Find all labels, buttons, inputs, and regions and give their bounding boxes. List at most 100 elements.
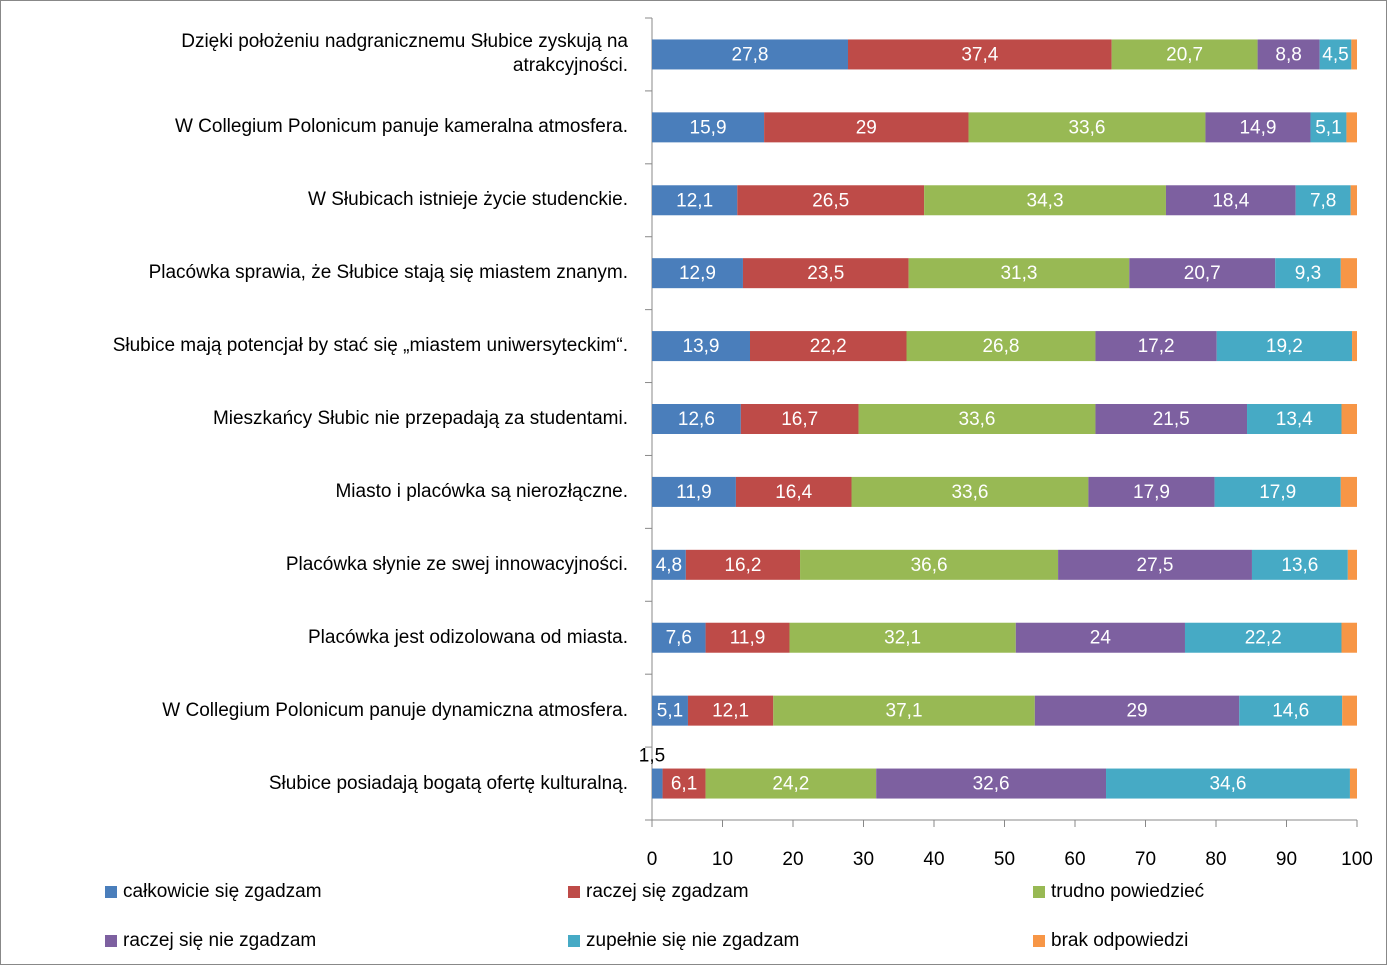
- bar-segment: [1095, 404, 1248, 434]
- data-label: 22,2: [1245, 628, 1282, 649]
- bar-segment: [1058, 549, 1252, 580]
- data-label: 21,5: [1153, 409, 1190, 430]
- data-label: 37,1: [886, 701, 923, 722]
- data-label: 20,7: [1184, 263, 1221, 284]
- bar-segment: [924, 185, 1166, 216]
- category-label: Placówka słynie ze swej innowacyjności.: [285, 553, 628, 575]
- bar-segment: [705, 768, 877, 799]
- bar-segment: [789, 622, 1016, 653]
- data-label: 11,9: [676, 482, 712, 503]
- data-label: 12,1: [712, 701, 749, 722]
- bar-segment: [652, 476, 736, 507]
- bar-segment: [1216, 331, 1353, 362]
- bar-segment: [742, 258, 909, 289]
- data-label: 23,5: [807, 263, 844, 284]
- bar-segment: [1350, 185, 1357, 216]
- data-label: 29: [856, 117, 877, 138]
- bar-segment: [1111, 39, 1258, 70]
- data-label: 6,1: [671, 774, 697, 795]
- bar-segment: [1346, 112, 1357, 143]
- data-label: 33,6: [951, 482, 988, 503]
- data-label: 32,6: [973, 774, 1010, 795]
- bar-segment: [1184, 622, 1342, 653]
- data-label: 33,6: [1068, 117, 1105, 138]
- data-label: 33,6: [959, 409, 996, 430]
- bar-segment: [764, 112, 969, 143]
- data-label: 12,9: [679, 263, 716, 284]
- bar-segment: [740, 404, 859, 434]
- bar-segment: [1034, 695, 1240, 726]
- category-label: W Collegium Polonicum panuje dynamiczna …: [162, 699, 628, 721]
- bar-segment: [687, 695, 774, 726]
- bar-segment: [1251, 549, 1348, 580]
- bar-segment: [652, 622, 706, 653]
- bar-segment: [1347, 549, 1357, 580]
- data-label: 17,9: [1133, 482, 1170, 503]
- data-label: 34,3: [1027, 190, 1064, 211]
- bar-segment: [1165, 185, 1296, 216]
- data-label: 31,3: [1000, 263, 1037, 284]
- x-tick-label: 80: [1205, 849, 1226, 870]
- bar-segment: [749, 331, 907, 362]
- data-label: 16,2: [724, 555, 761, 576]
- data-label: 14,9: [1239, 117, 1276, 138]
- bar-segment: [652, 185, 738, 216]
- data-label: 4,8: [656, 555, 682, 576]
- legend-swatch: [1033, 935, 1045, 947]
- bar-segment: [652, 695, 688, 726]
- data-label: 26,5: [812, 190, 849, 211]
- bar-segment: [1275, 258, 1341, 289]
- bar-segment: [652, 768, 663, 799]
- data-label: 12,6: [678, 409, 715, 430]
- data-label: 16,7: [781, 409, 818, 430]
- bar-segment: [652, 39, 848, 70]
- x-tick-label: 90: [1276, 849, 1297, 870]
- legend-swatch: [105, 935, 117, 947]
- data-label: 27,8: [732, 44, 769, 65]
- data-label: 4,5: [1322, 44, 1348, 65]
- bar-segment: [1295, 185, 1351, 216]
- bar-segment: [1088, 476, 1215, 507]
- data-label: 17,9: [1259, 482, 1296, 503]
- bar-segment: [1342, 695, 1357, 726]
- bar-segment: [858, 404, 1096, 434]
- bar-segment: [1106, 768, 1350, 799]
- bar-segment: [652, 331, 750, 362]
- bar-segment: [847, 39, 1112, 70]
- data-label: 1,5: [639, 746, 665, 767]
- bar-segment: [662, 768, 706, 799]
- x-tick-label: 10: [712, 849, 733, 870]
- data-label: 29: [1126, 701, 1147, 722]
- legend-swatch: [105, 886, 117, 898]
- data-label: 7,8: [1310, 190, 1336, 211]
- x-tick-label: 0: [647, 849, 658, 870]
- data-label: 27,5: [1137, 555, 1174, 576]
- legend-swatch: [568, 886, 580, 898]
- data-label: 12,1: [676, 190, 713, 211]
- bar-segment: [1257, 39, 1320, 70]
- bar-segment: [652, 549, 686, 580]
- category-label: Placówka sprawia, że Słubice stają się m…: [148, 262, 628, 284]
- bar-segment: [1129, 258, 1276, 289]
- bar-segment: [737, 185, 925, 216]
- bar-segment: [1095, 331, 1217, 362]
- bar-segment: [968, 112, 1206, 143]
- bar-segment: [906, 331, 1096, 362]
- legend-label: zupełnie się nie zgadzam: [586, 930, 799, 951]
- data-label: 24,2: [772, 774, 809, 795]
- bar-segment: [1340, 258, 1357, 289]
- data-label: 17,2: [1138, 336, 1175, 357]
- bar-segment: [652, 404, 741, 434]
- data-label: 5,1: [1315, 117, 1341, 138]
- data-label: 32,1: [884, 628, 921, 649]
- legend-label: trudno powiedzieć: [1051, 881, 1204, 902]
- x-tick-label: 20: [782, 849, 803, 870]
- bar-segment: [876, 768, 1107, 799]
- bar-segment: [908, 258, 1130, 289]
- data-label: 34,6: [1209, 774, 1246, 795]
- data-label: 9,3: [1295, 263, 1321, 284]
- bar-segment: [1341, 622, 1357, 653]
- bar-segment: [735, 476, 852, 507]
- category-label: Słubice posiadają bogatą ofertę kultural…: [268, 772, 628, 794]
